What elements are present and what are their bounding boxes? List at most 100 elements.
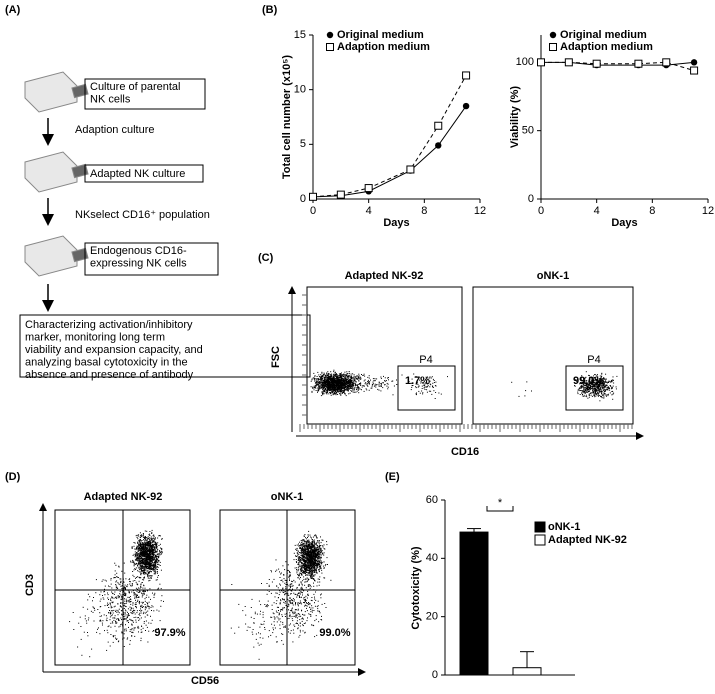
event-dot bbox=[596, 394, 597, 395]
event-dot bbox=[330, 380, 331, 381]
event-dot bbox=[353, 389, 354, 390]
event-dot bbox=[361, 389, 362, 390]
event-dot bbox=[80, 626, 81, 627]
event-dot bbox=[130, 607, 131, 608]
event-dot bbox=[327, 375, 328, 376]
event-dot bbox=[151, 546, 152, 547]
event-dot bbox=[149, 537, 150, 538]
event-dot bbox=[295, 545, 296, 546]
event-dot bbox=[334, 388, 335, 389]
event-dot bbox=[142, 540, 143, 541]
event-dot bbox=[369, 381, 370, 382]
event-dot bbox=[154, 573, 155, 574]
event-dot bbox=[140, 540, 141, 541]
event-dot bbox=[380, 390, 381, 391]
event-dot bbox=[345, 378, 346, 379]
event-dot bbox=[137, 627, 138, 628]
event-dot bbox=[160, 565, 161, 566]
event-dot bbox=[351, 376, 352, 377]
event-dot bbox=[123, 616, 124, 617]
event-dot bbox=[136, 567, 137, 568]
event-dot bbox=[108, 586, 109, 587]
event-dot bbox=[350, 380, 351, 381]
event-dot bbox=[124, 601, 125, 602]
event-dot bbox=[352, 377, 353, 378]
event-dot bbox=[87, 635, 88, 636]
event-dot bbox=[155, 573, 156, 574]
event-dot bbox=[387, 383, 388, 384]
event-dot bbox=[322, 393, 323, 394]
event-dot bbox=[336, 394, 337, 395]
event-dot bbox=[324, 544, 325, 545]
event-dot bbox=[118, 626, 119, 627]
event-dot bbox=[153, 549, 154, 550]
event-dot bbox=[317, 567, 318, 568]
event-dot bbox=[86, 623, 87, 624]
event-dot bbox=[296, 562, 297, 563]
event-dot bbox=[145, 558, 146, 559]
event-dot bbox=[160, 554, 161, 555]
event-dot bbox=[396, 380, 397, 381]
event-dot bbox=[144, 577, 145, 578]
event-dot bbox=[601, 393, 602, 394]
event-dot bbox=[584, 392, 585, 393]
event-dot bbox=[146, 552, 147, 553]
event-dot bbox=[320, 548, 321, 549]
event-dot bbox=[351, 391, 352, 392]
event-dot bbox=[145, 546, 146, 547]
event-dot bbox=[132, 583, 133, 584]
event-dot bbox=[143, 572, 144, 573]
event-dot bbox=[135, 590, 136, 591]
event-dot bbox=[133, 581, 134, 582]
event-dot bbox=[605, 394, 606, 395]
event-dot bbox=[94, 610, 95, 611]
event-dot bbox=[137, 584, 138, 585]
event-dot bbox=[595, 396, 596, 397]
event-dot bbox=[126, 601, 127, 602]
event-dot bbox=[102, 623, 103, 624]
event-dot bbox=[323, 555, 324, 556]
event-dot bbox=[341, 389, 342, 390]
event-dot bbox=[141, 605, 142, 606]
event-dot bbox=[133, 555, 134, 556]
event-dot bbox=[139, 569, 140, 570]
event-dot bbox=[123, 614, 124, 615]
event-dot bbox=[128, 627, 129, 628]
event-dot bbox=[134, 598, 135, 599]
event-dot bbox=[341, 380, 342, 381]
event-dot bbox=[130, 585, 131, 586]
event-dot bbox=[375, 387, 376, 388]
event-dot bbox=[152, 565, 153, 566]
event-dot bbox=[145, 565, 146, 566]
event-dot bbox=[102, 581, 103, 582]
event-dot bbox=[147, 642, 148, 643]
event-dot bbox=[124, 618, 125, 619]
event-dot bbox=[103, 591, 104, 592]
event-dot bbox=[161, 551, 162, 552]
event-dot bbox=[97, 609, 98, 610]
event-dot bbox=[118, 577, 119, 578]
event-dot bbox=[319, 540, 320, 541]
event-dot bbox=[131, 613, 132, 614]
event-dot bbox=[332, 390, 333, 391]
event-dot bbox=[118, 595, 119, 596]
event-dot bbox=[147, 564, 148, 565]
event-dot bbox=[132, 632, 133, 633]
event-dot bbox=[138, 567, 139, 568]
event-dot bbox=[363, 375, 364, 376]
event-dot bbox=[319, 376, 320, 377]
event-dot bbox=[145, 556, 146, 557]
event-dot bbox=[107, 598, 108, 599]
event-dot bbox=[350, 379, 351, 380]
event-dot bbox=[582, 390, 583, 391]
event-dot bbox=[583, 396, 584, 397]
event-dot bbox=[606, 379, 607, 380]
event-dot bbox=[120, 581, 121, 582]
event-dot bbox=[376, 378, 377, 379]
event-dot bbox=[606, 395, 607, 396]
event-dot bbox=[326, 373, 327, 374]
event-dot bbox=[147, 574, 148, 575]
event-dot bbox=[331, 390, 332, 391]
event-dot bbox=[381, 384, 382, 385]
event-dot bbox=[155, 567, 156, 568]
